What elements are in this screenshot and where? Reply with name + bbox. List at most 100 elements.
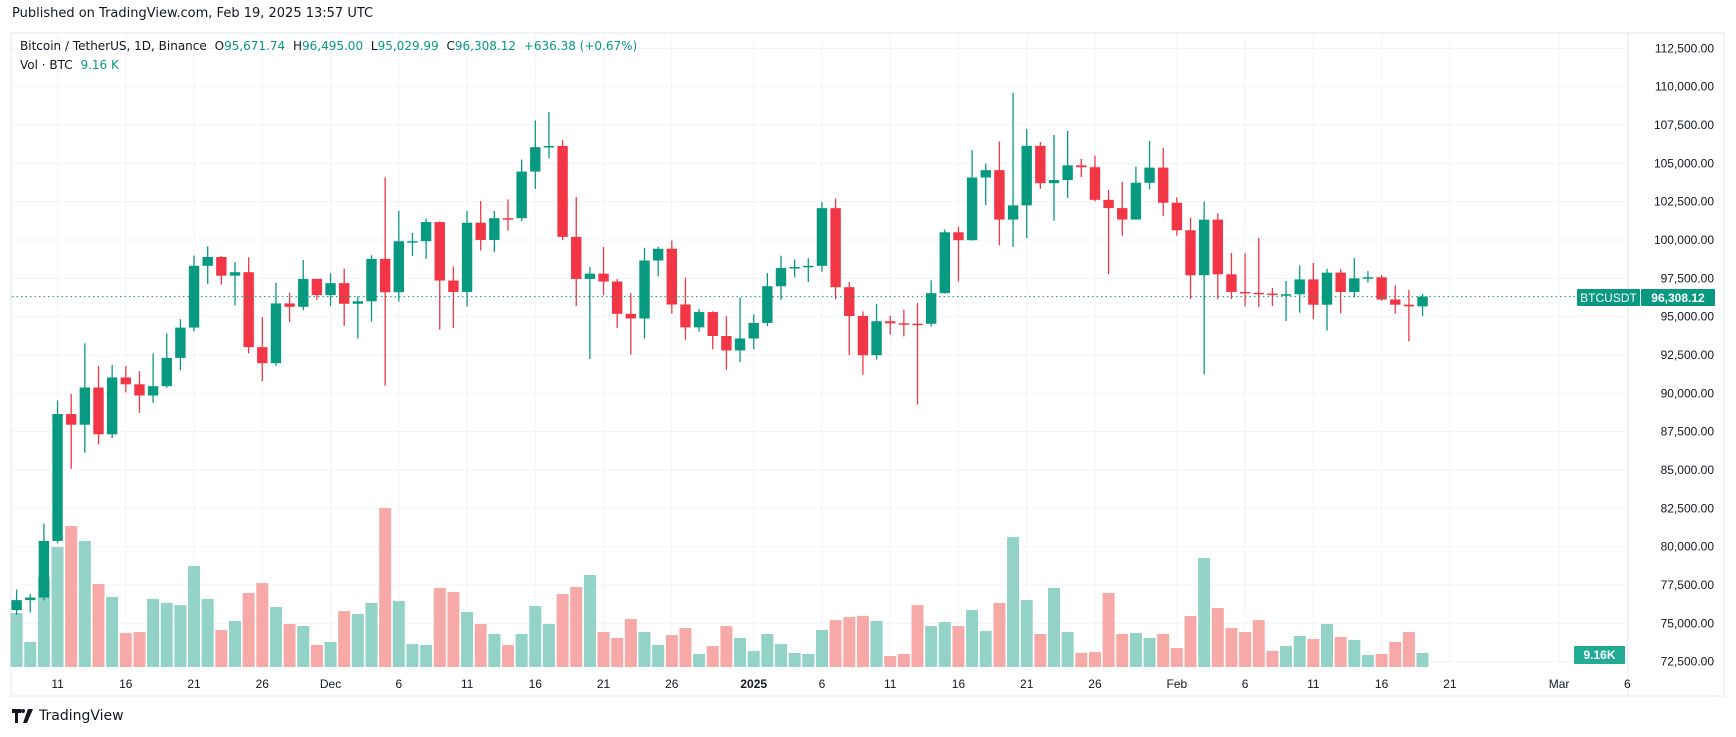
candle[interactable] <box>1076 158 1087 178</box>
candle[interactable] <box>1253 237 1264 308</box>
candle[interactable] <box>379 177 391 386</box>
candle[interactable] <box>925 280 937 327</box>
candle[interactable] <box>147 353 159 403</box>
candle[interactable] <box>775 255 787 300</box>
candle[interactable] <box>420 218 432 259</box>
candle[interactable] <box>953 226 964 282</box>
candle[interactable] <box>25 594 36 613</box>
footer-brand[interactable]: TradingView <box>12 708 124 724</box>
candle[interactable] <box>1239 253 1251 307</box>
candle[interactable] <box>830 198 841 300</box>
candle[interactable] <box>407 232 418 257</box>
candle[interactable] <box>639 247 650 339</box>
candle[interactable] <box>1171 197 1183 236</box>
candle[interactable] <box>693 308 705 332</box>
candle[interactable] <box>1390 285 1401 314</box>
candle[interactable] <box>434 221 445 330</box>
candle[interactable] <box>1144 141 1155 190</box>
candle[interactable] <box>789 259 800 278</box>
candle[interactable] <box>243 257 254 354</box>
candle[interactable] <box>502 199 514 231</box>
candle[interactable] <box>803 258 814 283</box>
candle[interactable] <box>475 201 486 251</box>
candle[interactable] <box>1280 281 1292 322</box>
candle[interactable] <box>666 240 677 314</box>
candle[interactable] <box>52 400 63 544</box>
candle[interactable] <box>1198 201 1210 375</box>
candle[interactable] <box>1158 147 1169 217</box>
candle[interactable] <box>120 366 131 393</box>
candle[interactable] <box>134 371 145 413</box>
candle[interactable] <box>202 246 213 285</box>
candle[interactable] <box>625 293 637 355</box>
candle[interactable] <box>1103 190 1114 275</box>
candle[interactable] <box>1048 134 1060 221</box>
candle[interactable] <box>311 278 323 300</box>
candle[interactable] <box>1349 257 1360 298</box>
candle[interactable] <box>734 297 746 363</box>
candle[interactable] <box>1362 271 1374 283</box>
candle[interactable] <box>994 141 1005 246</box>
candle[interactable] <box>912 302 923 405</box>
candle[interactable] <box>598 247 609 296</box>
candle[interactable] <box>284 292 295 323</box>
candle[interactable] <box>1308 262 1319 319</box>
candle[interactable] <box>188 255 200 332</box>
candle[interactable] <box>1035 141 1046 189</box>
candle[interactable] <box>966 150 978 241</box>
candle[interactable] <box>352 296 364 339</box>
candle[interactable] <box>584 267 596 360</box>
candle[interactable] <box>1185 217 1196 300</box>
candle[interactable] <box>11 589 22 615</box>
candle[interactable] <box>1417 293 1428 317</box>
candle[interactable] <box>707 311 718 350</box>
candle[interactable] <box>871 303 882 360</box>
candle[interactable] <box>844 282 855 355</box>
candle[interactable] <box>461 210 473 307</box>
candle[interactable] <box>816 201 828 272</box>
price-axis[interactable]: 72,500.00 75,000.00 77,500.00 80,000.00 82,5… <box>1654 41 1714 668</box>
candle[interactable] <box>366 255 377 322</box>
candle[interactable] <box>489 210 500 253</box>
candle[interactable] <box>93 365 104 445</box>
candle[interactable] <box>543 111 555 159</box>
candle[interactable] <box>175 319 186 371</box>
candle[interactable] <box>1021 129 1032 239</box>
candle[interactable] <box>325 273 336 307</box>
candle[interactable] <box>1294 265 1305 313</box>
candle[interactable] <box>161 333 172 388</box>
candle[interactable] <box>939 229 950 294</box>
candle[interactable] <box>1226 253 1237 299</box>
candle[interactable] <box>885 315 896 335</box>
volume-label[interactable]: Vol · BTC <box>20 58 73 72</box>
candle[interactable] <box>680 277 691 340</box>
candle[interactable] <box>448 266 459 329</box>
candle[interactable] <box>898 309 910 337</box>
candle[interactable] <box>652 246 664 277</box>
candle[interactable] <box>229 262 241 306</box>
candle[interactable] <box>1007 93 1019 247</box>
candle[interactable] <box>530 120 541 189</box>
candle[interactable] <box>270 282 282 366</box>
candle[interactable] <box>721 316 732 370</box>
time-axis[interactable]: 11 16 21 26 Dec 6 11 16 21 26 2025 6 11 16 21 26 Feb 6 11 1… <box>51 677 1631 691</box>
candle[interactable] <box>1117 181 1128 236</box>
symbol-title[interactable]: Bitcoin / TetherUS, 1D, Binance <box>20 39 207 53</box>
candle[interactable] <box>571 197 582 306</box>
candle[interactable] <box>257 317 268 382</box>
candle[interactable] <box>298 260 309 311</box>
candle[interactable] <box>1403 289 1415 342</box>
candle[interactable] <box>106 364 118 439</box>
candle[interactable] <box>1062 130 1073 198</box>
candle[interactable] <box>1212 213 1223 300</box>
candle[interactable] <box>612 279 623 329</box>
candle[interactable] <box>1321 268 1333 331</box>
candle[interactable] <box>1335 269 1346 314</box>
candle[interactable] <box>1376 275 1387 301</box>
candle[interactable] <box>339 268 350 326</box>
candle[interactable] <box>557 139 568 240</box>
candle[interactable] <box>66 394 77 469</box>
candle[interactable] <box>1089 155 1101 202</box>
candle[interactable] <box>980 163 991 206</box>
